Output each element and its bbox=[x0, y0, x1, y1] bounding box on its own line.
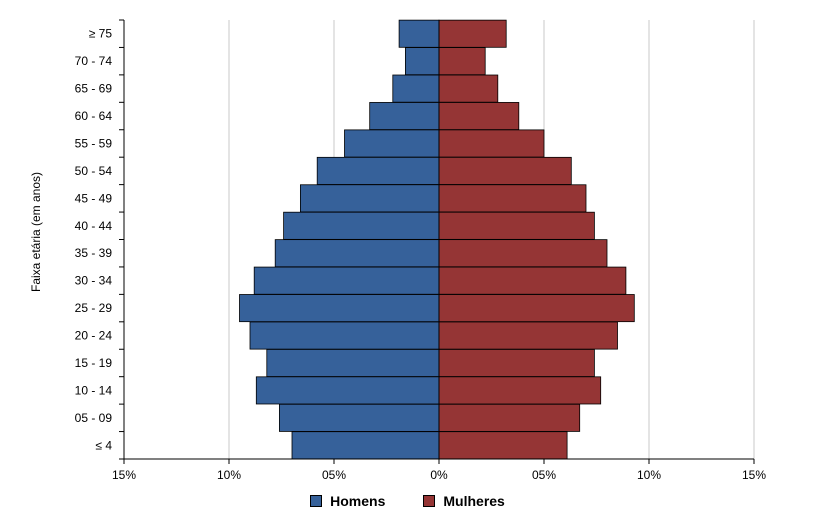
bar-homens-1 bbox=[278, 403, 440, 432]
bar-homens-14 bbox=[404, 47, 440, 76]
bar-homens-4 bbox=[249, 321, 440, 350]
bar-mulheres-0 bbox=[438, 431, 568, 460]
y-tick-label: 35 - 39 bbox=[75, 246, 113, 260]
bar-mulheres-13 bbox=[438, 74, 499, 103]
bar-homens-8 bbox=[283, 211, 440, 240]
bar-mulheres-2 bbox=[438, 376, 602, 405]
bar-homens-2 bbox=[255, 376, 440, 405]
y-tick-label: 45 - 49 bbox=[75, 191, 113, 205]
bar-mulheres-11 bbox=[438, 129, 545, 158]
legend-swatch-mulheres bbox=[423, 495, 436, 507]
x-tick-label: 15% bbox=[742, 468, 766, 482]
x-tick-label: 15% bbox=[112, 468, 136, 482]
y-axis-title: Faixa etária (em anos) bbox=[29, 172, 43, 292]
bar-homens-10 bbox=[316, 156, 440, 185]
legend-swatch-homens bbox=[310, 495, 323, 507]
bar-homens-13 bbox=[392, 74, 440, 103]
bar-homens-12 bbox=[369, 102, 440, 131]
bar-mulheres-15 bbox=[438, 19, 507, 48]
x-tick-labels: 15% 10% 05% 0% 05% 10% 15% bbox=[112, 468, 766, 482]
y-tick-label: 40 - 44 bbox=[75, 219, 113, 233]
bar-mulheres-6 bbox=[438, 266, 627, 295]
y-tick-label: 70 - 74 bbox=[75, 54, 113, 68]
bar-homens-0 bbox=[291, 431, 440, 460]
legend: Homens Mulheres bbox=[0, 490, 815, 512]
bar-homens-5 bbox=[239, 294, 440, 323]
bar-mulheres-10 bbox=[438, 156, 572, 185]
bar-mulheres-3 bbox=[438, 348, 595, 377]
bars bbox=[239, 19, 635, 460]
bar-mulheres-14 bbox=[438, 47, 486, 76]
legend-label-homens: Homens bbox=[330, 493, 386, 509]
bar-homens-7 bbox=[274, 239, 440, 268]
legend-label-mulheres: Mulheres bbox=[443, 493, 505, 509]
y-tick-labels: ≤ 4 05 - 09 10 - 14 15 - 19 20 - 24 25 - 29 30… bbox=[75, 27, 113, 453]
y-tick-label: 25 - 29 bbox=[75, 301, 113, 315]
x-tick-label: 0% bbox=[430, 468, 448, 482]
x-tick-label: 05% bbox=[322, 468, 346, 482]
bar-mulheres-8 bbox=[438, 211, 595, 240]
x-tick-label: 05% bbox=[532, 468, 556, 482]
y-tick-label: 15 - 19 bbox=[75, 356, 113, 370]
bar-homens-6 bbox=[253, 266, 440, 295]
y-tick-label: 50 - 54 bbox=[75, 164, 113, 178]
bar-mulheres-12 bbox=[438, 102, 520, 131]
bar-mulheres-9 bbox=[438, 184, 587, 213]
y-tick-label: 60 - 64 bbox=[75, 109, 113, 123]
axes bbox=[119, 19, 755, 464]
bar-homens-11 bbox=[344, 129, 440, 158]
legend-item-mulheres: Mulheres bbox=[423, 493, 505, 509]
bar-mulheres-1 bbox=[438, 403, 581, 432]
x-tick-label: 10% bbox=[217, 468, 241, 482]
bar-homens-15 bbox=[398, 19, 440, 48]
bar-mulheres-7 bbox=[438, 239, 608, 268]
y-tick-label: 65 - 69 bbox=[75, 82, 113, 96]
bar-homens-9 bbox=[299, 184, 440, 213]
y-tick-label: ≥ 75 bbox=[89, 27, 113, 41]
bar-mulheres-5 bbox=[438, 294, 635, 323]
y-tick-label: 10 - 14 bbox=[75, 383, 113, 397]
y-tick-label: ≤ 4 bbox=[95, 438, 112, 452]
y-tick-label: 05 - 09 bbox=[75, 411, 113, 425]
bar-homens-3 bbox=[266, 348, 440, 377]
legend-item-homens: Homens bbox=[310, 493, 385, 509]
y-tick-label: 20 - 24 bbox=[75, 329, 113, 343]
y-tick-label: 55 - 59 bbox=[75, 136, 113, 150]
bar-mulheres-4 bbox=[438, 321, 618, 350]
y-tick-label: 30 - 34 bbox=[75, 274, 113, 288]
x-tick-label: 10% bbox=[637, 468, 661, 482]
